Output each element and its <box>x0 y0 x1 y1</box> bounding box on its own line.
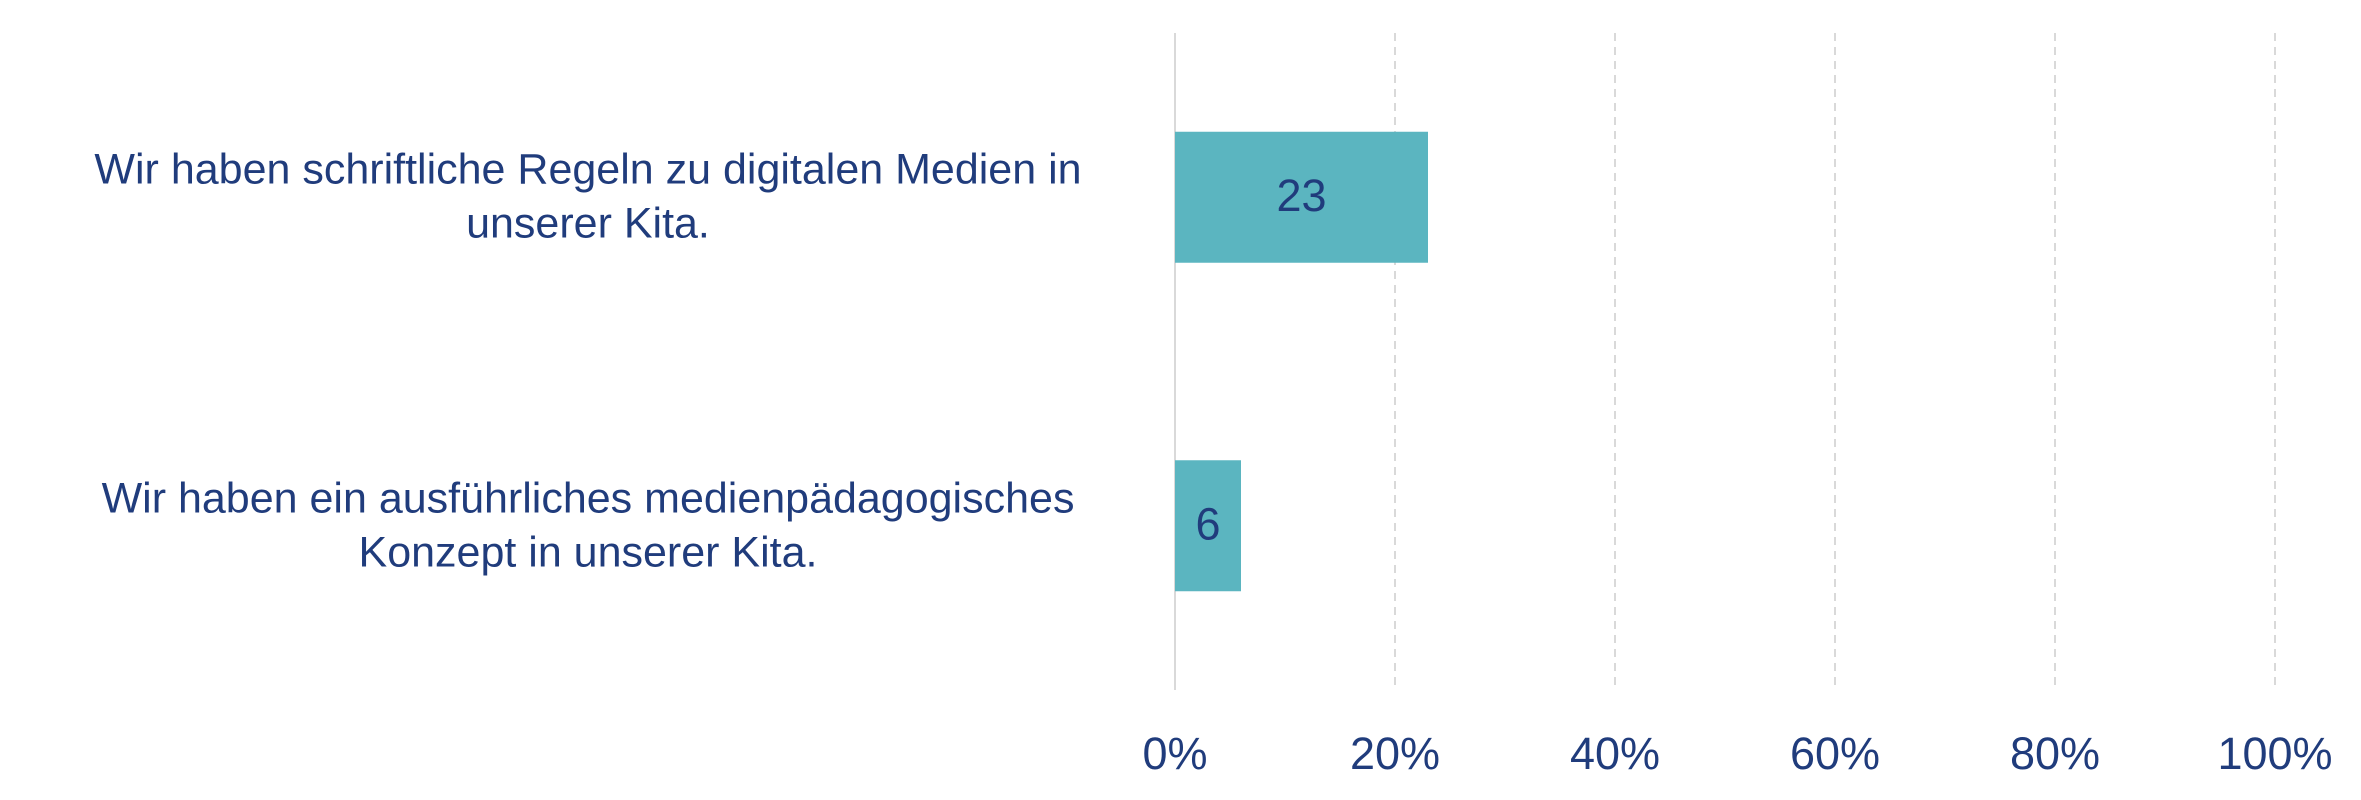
x-tick-label: 100% <box>2217 728 2332 779</box>
category-label: Wir haben ein ausführliches medienpädago… <box>101 474 1075 576</box>
bar <box>1175 131 1428 263</box>
category-label: Wir haben schriftliche Regeln zu digital… <box>94 145 1082 248</box>
x-tick-label: 0% <box>1142 728 1207 779</box>
data-label: 6 <box>1195 499 1220 550</box>
x-tick-label: 40% <box>1570 728 1660 779</box>
x-tick-label: 60% <box>1790 728 1880 779</box>
data-label: 23 <box>1276 170 1326 221</box>
x-tick-label: 80% <box>2010 728 2100 779</box>
bar <box>1175 460 1241 592</box>
x-tick-label: 20% <box>1350 728 1440 779</box>
